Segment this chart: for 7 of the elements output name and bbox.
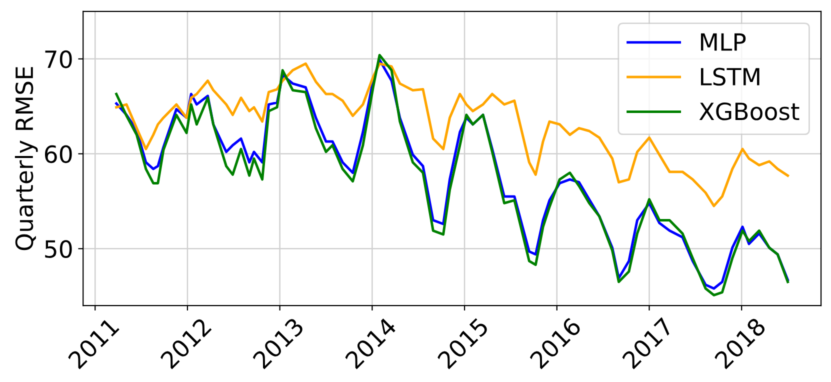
y-tick-label: 70 xyxy=(45,50,72,68)
y-tick-label: 50 xyxy=(45,240,72,258)
y-axis-title: Quarterly RMSE xyxy=(14,67,38,250)
y-tick-label: 60 xyxy=(44,145,72,164)
legend-label: MLP xyxy=(700,33,746,51)
legend-label: LSTM xyxy=(700,68,760,86)
legend-label: XGBoost xyxy=(699,102,800,120)
